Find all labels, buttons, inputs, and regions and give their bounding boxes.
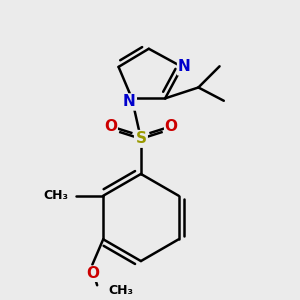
Text: O: O xyxy=(104,119,117,134)
Text: CH₃: CH₃ xyxy=(108,284,133,297)
Text: O: O xyxy=(165,119,178,134)
Text: O: O xyxy=(86,266,99,281)
Text: N: N xyxy=(123,94,136,110)
Text: S: S xyxy=(135,131,146,146)
Text: CH₃: CH₃ xyxy=(44,189,69,202)
Text: N: N xyxy=(178,59,191,74)
